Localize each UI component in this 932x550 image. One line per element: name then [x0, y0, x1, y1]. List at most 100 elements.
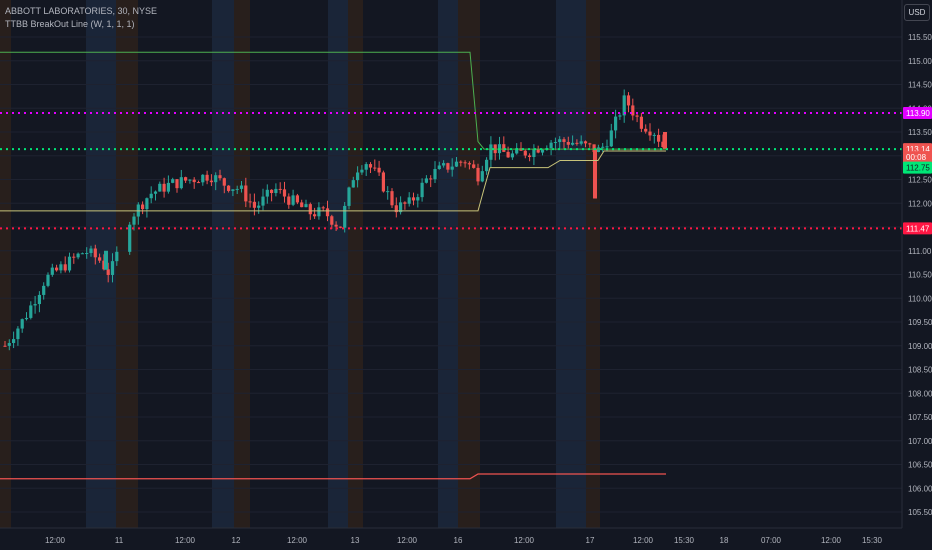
candle-body	[325, 208, 330, 217]
candle-body	[93, 248, 97, 258]
session-band	[328, 0, 348, 528]
candle-body	[304, 204, 308, 208]
candle-body	[106, 269, 110, 275]
candle-body	[381, 172, 385, 192]
candle-body	[583, 141, 588, 144]
candle-body	[55, 267, 59, 271]
candle-body	[609, 130, 613, 147]
candle-body	[162, 183, 166, 192]
time-tick-label: 12:00	[514, 536, 535, 545]
candle-body	[536, 148, 540, 153]
price-axis[interactable]	[902, 0, 932, 550]
symbol-title[interactable]: ABBOTT LABORATORIES, 30, NYSE	[5, 6, 158, 16]
candle-body	[575, 142, 579, 144]
price-tick-label: 112.50	[908, 176, 932, 185]
candle-body	[248, 201, 252, 203]
candle-body	[368, 164, 373, 168]
candle-body	[67, 256, 72, 271]
candle-body	[502, 144, 506, 152]
candle-body	[463, 162, 467, 164]
candle-body	[420, 182, 424, 198]
candle-body	[201, 174, 205, 183]
time-tick-label: 07:00	[761, 536, 782, 545]
price-tick-label: 106.00	[908, 484, 932, 493]
candle-body	[485, 159, 489, 172]
candle-body	[179, 177, 183, 189]
candle-body	[631, 105, 635, 116]
candle-body	[50, 267, 54, 275]
candle-body	[209, 180, 213, 183]
time-tick-label: 12:00	[45, 536, 66, 545]
candle-body	[295, 195, 299, 203]
candle-body	[639, 116, 643, 129]
price-tick-label: 108.50	[908, 366, 932, 375]
candle-body	[33, 304, 37, 306]
candle-body	[89, 248, 93, 253]
time-tick-label: 12:00	[633, 536, 654, 545]
candle-body	[287, 196, 291, 205]
candle-body	[192, 179, 196, 183]
price-tick-label: 111.00	[908, 247, 932, 256]
candle-body	[377, 167, 381, 173]
candle-body	[450, 166, 454, 170]
candle-body	[644, 128, 648, 132]
price-tick-label: 106.50	[908, 461, 932, 470]
candle-body	[601, 146, 605, 148]
candle-body	[72, 256, 76, 258]
time-tick-label: 12:00	[821, 536, 842, 545]
candle-body	[175, 179, 179, 189]
candle-body	[110, 261, 115, 275]
time-tick-label: 12	[232, 536, 241, 545]
candle-body	[16, 328, 20, 340]
price-label-badge	[903, 151, 932, 164]
time-tick-label: 16	[454, 536, 463, 545]
price-tick-label: 113.50	[908, 128, 932, 137]
candle-body	[532, 148, 536, 157]
candle-body	[46, 274, 50, 286]
candle-body	[274, 188, 278, 194]
time-tick-label: 12:00	[287, 536, 308, 545]
candle-body	[351, 180, 355, 188]
time-axis[interactable]	[0, 528, 902, 550]
candle-body	[472, 164, 476, 168]
candle-body	[437, 165, 441, 169]
candle-body	[132, 216, 136, 225]
upper-breakout-line	[0, 51, 666, 150]
price-tick-label: 105.50	[908, 508, 932, 517]
candle-body	[360, 169, 364, 173]
price-tick-label: 115.50	[908, 33, 932, 42]
candle-body	[205, 174, 209, 181]
currency-button[interactable]: USD	[904, 4, 930, 21]
candle-body	[614, 116, 618, 131]
candle-body	[663, 132, 667, 150]
candle-body	[252, 201, 256, 208]
session-band	[234, 0, 250, 528]
candle-body	[80, 253, 84, 255]
candle-body	[222, 178, 226, 186]
price-label-text: 113.90	[906, 109, 930, 118]
candle-body	[652, 134, 656, 136]
candle-body	[244, 185, 248, 202]
candle-body	[442, 163, 446, 166]
time-tick-label: 11	[115, 536, 124, 545]
candle-body	[104, 250, 108, 270]
indicator-title[interactable]: TTBB BreakOut Line (W, 1, 1, 1)	[5, 19, 135, 29]
price-tick-label: 112.00	[908, 199, 932, 208]
session-band	[348, 0, 363, 528]
candle-body	[231, 189, 235, 191]
candle-body	[115, 251, 119, 262]
candle-body	[29, 305, 33, 318]
candle-body	[37, 294, 41, 305]
candle-body	[528, 155, 532, 157]
candle-body	[308, 204, 312, 215]
candle-body	[571, 142, 575, 145]
session-band	[212, 0, 234, 528]
candle-body	[549, 142, 553, 149]
price-tick-label: 107.50	[908, 413, 932, 422]
session-band	[586, 0, 600, 528]
candle-body	[661, 141, 665, 148]
price-tick-label: 108.00	[908, 389, 932, 398]
candle-body	[343, 205, 347, 228]
candle-body	[411, 197, 416, 201]
